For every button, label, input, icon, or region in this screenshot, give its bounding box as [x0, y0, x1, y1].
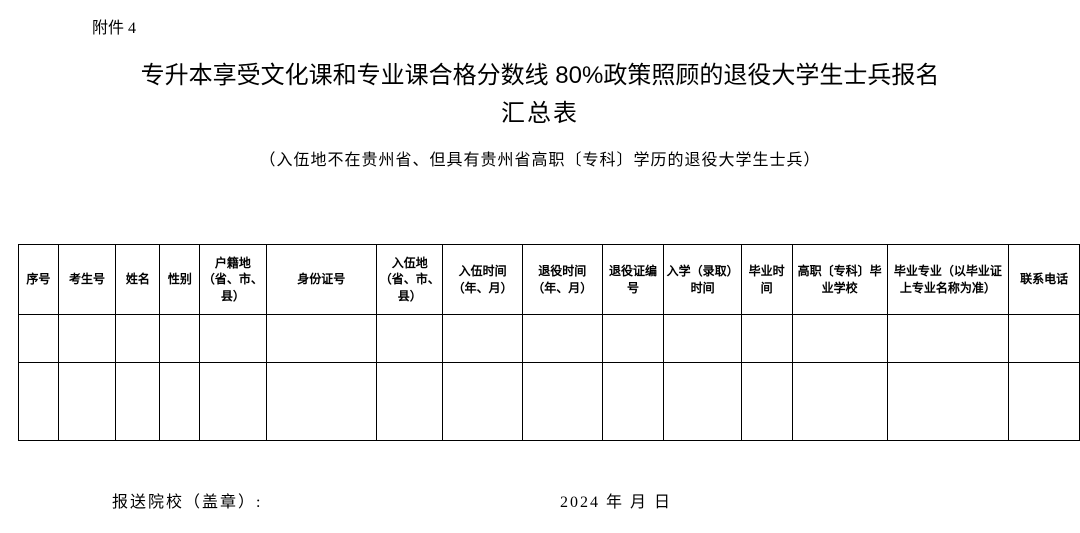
cell: [116, 363, 160, 441]
cell: [792, 315, 887, 363]
cell: [522, 363, 602, 441]
cell: [664, 363, 741, 441]
attachment-label: 附件 4: [92, 14, 136, 38]
cell: [266, 315, 377, 363]
subtitle: （入伍地不在贵州省、但具有贵州省高职〔专科〕学历的退役大学生士兵）: [0, 146, 1080, 170]
cell: [741, 363, 792, 441]
col-header-12: 高职〔专科〕毕业学校: [792, 245, 887, 315]
cell: [200, 315, 266, 363]
cell: [602, 363, 664, 441]
col-header-1: 考生号: [58, 245, 115, 315]
title-block: 专升本享受文化课和专业课合格分数线 80%政策照顾的退役大学生士兵报名 汇总表 …: [0, 58, 1080, 170]
col-header-10: 入学（录取）时间: [664, 245, 741, 315]
cell: [160, 363, 200, 441]
table-row: [19, 315, 1080, 363]
col-header-5: 身份证号: [266, 245, 377, 315]
summary-table: 序号考生号姓名性别户籍地（省、市、县）身份证号入伍地（省、市、县）入伍时间（年、…: [18, 244, 1080, 441]
col-header-3: 性别: [160, 245, 200, 315]
main-title-line2: 汇总表: [0, 96, 1080, 132]
cell: [160, 315, 200, 363]
col-header-11: 毕业时间: [741, 245, 792, 315]
cell: [741, 315, 792, 363]
cell: [1009, 315, 1080, 363]
table-header-row: 序号考生号姓名性别户籍地（省、市、县）身份证号入伍地（省、市、县）入伍时间（年、…: [19, 245, 1080, 315]
footer-date: 2024 年 月 日: [560, 488, 672, 512]
table-row: [19, 363, 1080, 441]
cell: [443, 315, 523, 363]
col-header-14: 联系电话: [1009, 245, 1080, 315]
cell: [602, 315, 664, 363]
col-header-7: 入伍时间（年、月）: [443, 245, 523, 315]
cell: [377, 363, 443, 441]
cell: [887, 315, 1009, 363]
cell: [266, 363, 377, 441]
col-header-8: 退役时间（年、月）: [522, 245, 602, 315]
col-header-2: 姓名: [116, 245, 160, 315]
cell: [116, 315, 160, 363]
col-header-4: 户籍地（省、市、县）: [200, 245, 266, 315]
col-header-9: 退役证编号: [602, 245, 664, 315]
cell: [377, 315, 443, 363]
cell: [522, 315, 602, 363]
col-header-0: 序号: [19, 245, 59, 315]
footer-school-seal: 报送院校（盖章）:: [112, 488, 262, 512]
cell: [443, 363, 523, 441]
main-title-line1: 专升本享受文化课和专业课合格分数线 80%政策照顾的退役大学生士兵报名: [0, 58, 1080, 94]
cell: [664, 315, 741, 363]
cell: [58, 315, 115, 363]
cell: [200, 363, 266, 441]
cell: [19, 315, 59, 363]
cell: [1009, 363, 1080, 441]
cell: [792, 363, 887, 441]
cell: [887, 363, 1009, 441]
table-wrap: 序号考生号姓名性别户籍地（省、市、县）身份证号入伍地（省、市、县）入伍时间（年、…: [18, 244, 1080, 441]
cell: [19, 363, 59, 441]
cell: [58, 363, 115, 441]
col-header-6: 入伍地（省、市、县）: [377, 245, 443, 315]
col-header-13: 毕业专业（以毕业证上专业名称为准）: [887, 245, 1009, 315]
